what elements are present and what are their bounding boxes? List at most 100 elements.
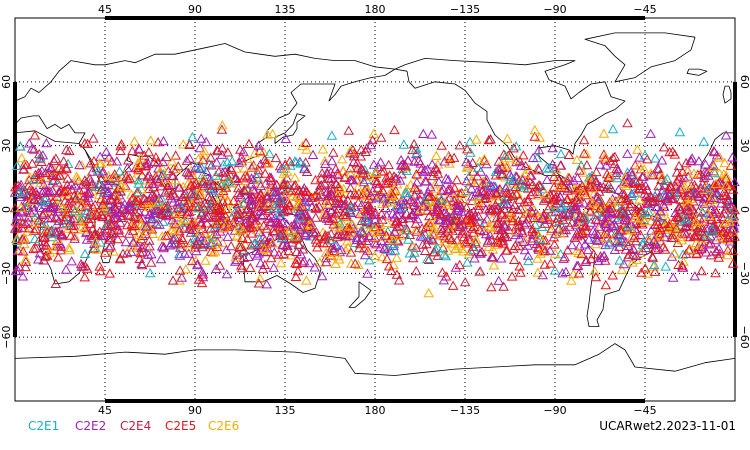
obs-marker-c2e5 bbox=[430, 206, 441, 216]
obs-marker-c2e6 bbox=[415, 204, 427, 214]
obs-marker-c2e5 bbox=[590, 271, 602, 282]
obs-marker-c2e5 bbox=[28, 225, 40, 235]
obs-marker-c2e6 bbox=[518, 204, 530, 214]
obs-marker-c2e5 bbox=[444, 153, 456, 163]
obs-marker-c2e6 bbox=[338, 219, 349, 229]
obs-marker-c2e2 bbox=[146, 214, 157, 224]
obs-marker-c2e6 bbox=[626, 231, 638, 241]
obs-marker-c2e6 bbox=[655, 208, 666, 218]
obs-marker-c2e2 bbox=[15, 179, 27, 189]
obs-marker-c2e4 bbox=[184, 139, 195, 149]
obs-marker-c2e4 bbox=[219, 171, 231, 181]
obs-marker-c2e5 bbox=[115, 140, 126, 151]
obs-marker-c2e4 bbox=[85, 158, 96, 168]
obs-marker-c2e4 bbox=[197, 269, 209, 279]
obs-marker-c2e6 bbox=[355, 189, 367, 200]
obs-marker-c2e6 bbox=[545, 225, 557, 236]
obs-marker-c2e4 bbox=[500, 212, 511, 222]
lon-tick-bottom: 135 bbox=[275, 404, 296, 417]
obs-marker-c2e5 bbox=[641, 196, 652, 206]
obs-marker-c2e4 bbox=[533, 164, 545, 175]
obs-marker-c2e1 bbox=[422, 253, 433, 263]
obs-marker-c2e5 bbox=[590, 214, 602, 224]
obs-marker-c2e6 bbox=[482, 221, 494, 231]
obs-marker-c2e5 bbox=[38, 232, 50, 242]
obs-marker-c2e5 bbox=[228, 195, 239, 206]
obs-marker-c2e2 bbox=[425, 181, 436, 192]
obs-marker-c2e2 bbox=[440, 206, 451, 216]
obs-marker-c2e1 bbox=[389, 245, 401, 255]
obs-marker-c2e6 bbox=[344, 145, 356, 156]
obs-marker-c2e2 bbox=[710, 234, 722, 245]
obs-marker-c2e4 bbox=[68, 190, 80, 200]
obs-marker-c2e6 bbox=[263, 199, 274, 209]
obs-marker-c2e5 bbox=[196, 277, 208, 288]
obs-marker-c2e1 bbox=[518, 182, 530, 192]
obs-marker-c2e1 bbox=[128, 198, 139, 208]
obs-marker-c2e4 bbox=[167, 275, 179, 285]
obs-marker-c2e4 bbox=[283, 245, 294, 256]
obs-marker-c2e5 bbox=[579, 221, 591, 231]
obs-marker-c2e2 bbox=[656, 155, 668, 165]
obs-marker-c2e2 bbox=[598, 250, 610, 260]
obs-marker-c2e1 bbox=[254, 233, 265, 244]
obs-marker-c2e2 bbox=[247, 199, 259, 209]
obs-marker-c2e4 bbox=[293, 239, 305, 250]
obs-marker-c2e2 bbox=[309, 262, 320, 272]
obs-marker-c2e6 bbox=[249, 162, 261, 172]
obs-marker-c2e2 bbox=[333, 198, 344, 209]
obs-marker-c2e5 bbox=[705, 237, 717, 248]
obs-marker-c2e5 bbox=[633, 183, 645, 193]
obs-marker-c2e4 bbox=[106, 195, 118, 205]
obs-marker-c2e4 bbox=[448, 208, 460, 219]
obs-marker-c2e4 bbox=[145, 257, 157, 267]
obs-marker-c2e5 bbox=[673, 174, 684, 184]
obs-marker-c2e2 bbox=[402, 155, 414, 165]
obs-marker-c2e2 bbox=[395, 160, 407, 170]
obs-marker-c2e2 bbox=[136, 242, 147, 253]
obs-marker-c2e2 bbox=[624, 201, 636, 211]
obs-marker-c2e6 bbox=[577, 187, 589, 197]
obs-marker-c2e4 bbox=[259, 154, 270, 164]
obs-marker-c2e5 bbox=[588, 248, 599, 259]
obs-marker-c2e5 bbox=[680, 157, 692, 168]
obs-marker-c2e6 bbox=[111, 192, 122, 202]
obs-marker-c2e5 bbox=[496, 209, 508, 219]
obs-marker-c2e4 bbox=[269, 227, 280, 237]
obs-marker-c2e5 bbox=[122, 173, 134, 184]
obs-marker-c2e5 bbox=[585, 181, 596, 192]
obs-marker-c2e5 bbox=[713, 252, 724, 262]
obs-marker-c2e4 bbox=[236, 262, 248, 273]
obs-marker-c2e4 bbox=[64, 145, 75, 156]
obs-marker-c2e5 bbox=[711, 213, 723, 224]
obs-marker-c2e5 bbox=[30, 169, 41, 179]
obs-marker-c2e1 bbox=[79, 248, 91, 258]
obs-marker-c2e5 bbox=[41, 240, 52, 250]
obs-marker-c2e4 bbox=[291, 246, 302, 256]
obs-marker-c2e5 bbox=[227, 217, 239, 227]
obs-marker-c2e2 bbox=[362, 268, 373, 278]
obs-marker-c2e1 bbox=[15, 141, 26, 151]
obs-marker-c2e6 bbox=[63, 223, 74, 233]
obs-marker-c2e4 bbox=[207, 204, 218, 214]
obs-marker-c2e4 bbox=[323, 215, 335, 225]
obs-marker-c2e5 bbox=[553, 223, 565, 233]
obs-marker-c2e6 bbox=[720, 170, 732, 180]
obs-marker-c2e5 bbox=[506, 271, 518, 281]
obs-marker-c2e6 bbox=[719, 157, 731, 168]
obs-marker-c2e2 bbox=[261, 279, 272, 289]
obs-marker-c2e6 bbox=[94, 158, 105, 168]
obs-marker-c2e6 bbox=[577, 167, 589, 177]
obs-marker-c2e4 bbox=[388, 171, 400, 181]
obs-marker-c2e2 bbox=[300, 230, 311, 240]
obs-marker-c2e1 bbox=[643, 206, 654, 216]
obs-marker-c2e2 bbox=[194, 163, 205, 173]
obs-marker-c2e6 bbox=[135, 218, 147, 228]
obs-marker-c2e5 bbox=[176, 232, 188, 242]
obs-marker-c2e2 bbox=[44, 186, 56, 196]
obs-marker-c2e1 bbox=[28, 174, 40, 184]
obs-marker-c2e4 bbox=[365, 190, 377, 200]
obs-marker-c2e6 bbox=[180, 214, 192, 224]
obs-marker-c2e2 bbox=[526, 235, 538, 246]
obs-marker-c2e2 bbox=[46, 202, 58, 213]
